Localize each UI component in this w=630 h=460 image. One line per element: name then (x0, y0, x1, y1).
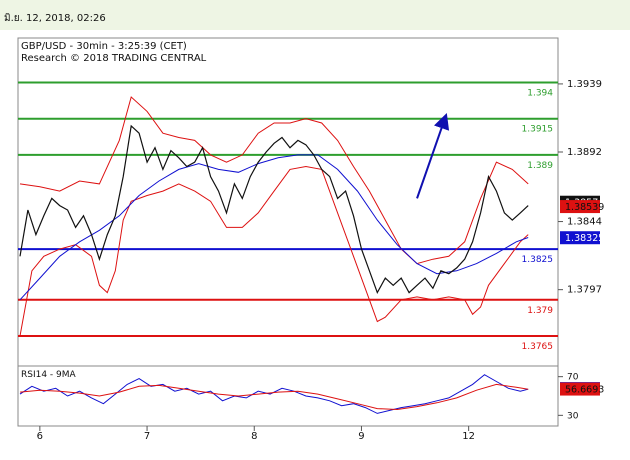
bollinger-upper-tag-bg (560, 200, 600, 214)
moving-average-line (19, 154, 529, 301)
x-tick-label-4: 12 (462, 431, 475, 442)
level-label-5: 1.3765 (522, 342, 554, 352)
bollinger-upper-line (19, 96, 529, 265)
rsi-panel-frame (17, 365, 559, 427)
date-time-bar: มิ.ย. 12, 2018, 02:26 (0, 0, 630, 30)
level-label-3: 1.3825 (522, 255, 554, 265)
level-label-2: 1.389 (527, 161, 553, 171)
rsi-title: RSI14 - 9MA (21, 370, 77, 380)
price-line (19, 124, 529, 295)
rsi-y-tick-label-1: 30 (567, 411, 579, 421)
x-tick-label-2: 8 (251, 431, 257, 442)
bollinger-upper-tag: 1.38539 (565, 202, 604, 213)
x-tick-label-1: 7 (144, 431, 150, 442)
rsi-ma-tag: 56.6693 (565, 385, 604, 396)
bollinger-lower-line (19, 165, 529, 337)
rsi-series (19, 374, 529, 414)
bollinger-mid-tag: 1.38325 (565, 233, 604, 244)
price-series (19, 113, 529, 295)
x-tick-label-0: 6 (37, 431, 43, 442)
rsi-line (19, 374, 529, 414)
rsi-ma-tag-bg (560, 382, 600, 396)
y-tick-label-0: 1.3939 (567, 79, 602, 90)
x-tick-label-3: 9 (358, 431, 364, 442)
level-label-0: 1.394 (527, 88, 553, 98)
chart-title: GBP/USD - 30min - 3:25:39 (CET) (21, 41, 187, 52)
forecast-arrow (416, 113, 450, 199)
main-panel-frame (17, 37, 559, 367)
date-time-text: มิ.ย. 12, 2018, 02:26 (4, 13, 106, 24)
rsi-y-tick-label-0: 70 (567, 373, 579, 383)
chart-subtitle: Research © 2018 TRADING CENTRAL (21, 53, 207, 64)
level-label-1: 1.3915 (522, 125, 554, 135)
level-lines: 1.394 1.3915 1.389 1.3825 1.379 1.3765 (18, 81, 558, 352)
y-tick-label-3: 1.3797 (567, 285, 602, 296)
bollinger-bands (19, 96, 529, 337)
bollinger-mid-tag-bg (560, 231, 600, 245)
level-label-4: 1.379 (527, 306, 553, 316)
y-tick-label-1: 1.3892 (567, 147, 602, 158)
y-tick-label-2: 1.3844 (567, 217, 602, 228)
axes: 6789121.39391.38921.38441.37971.38571.38… (37, 79, 605, 442)
rsi-ma-line (19, 383, 529, 411)
